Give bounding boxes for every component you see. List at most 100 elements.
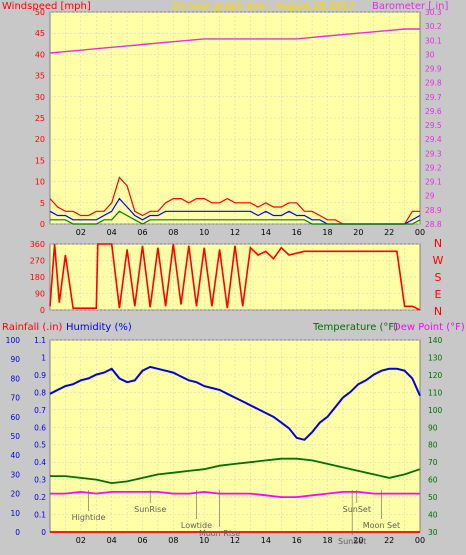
compass-label: S	[435, 271, 442, 284]
rainfall-tick-label: 0.7	[34, 406, 46, 415]
time-tick-label: 00	[415, 536, 425, 545]
time-tick-label: 10	[199, 536, 209, 545]
humidity-tick-label: 70	[10, 394, 20, 403]
humidity-tick-label: 0	[15, 528, 20, 537]
humidity-tick-label: 30	[10, 470, 20, 479]
event-marker-label: Moon Rise	[199, 529, 240, 538]
event-marker-label: SunSet	[343, 505, 371, 514]
barometer-tick-label: 29.5	[425, 121, 442, 130]
barometer-tick-label: 28.9	[425, 206, 442, 215]
dewpoint-line	[50, 490, 420, 498]
humidity-line	[49, 365, 421, 441]
barometer-tick-label: 30.1	[425, 36, 442, 45]
rainfall-tick-label: 0.9	[34, 371, 46, 380]
humidity-tick-label: 10	[10, 509, 20, 518]
wind-direction-grid	[50, 243, 420, 311]
wind-direction-series	[49, 243, 421, 311]
time-tick-label: 14	[261, 536, 271, 545]
event-marker-label: SunSet	[338, 537, 366, 546]
temperature-tick-label: 50	[428, 493, 438, 502]
barometer-tick-label: 29.9	[425, 65, 442, 74]
time-tick-label: 12	[230, 228, 240, 237]
barometer-axis-label: Barometer [.in]	[372, 1, 448, 12]
time-tick-label: 14	[261, 228, 271, 237]
temperature-tick-label: 120	[428, 371, 443, 380]
time-tick-label: 08	[168, 536, 178, 545]
temperature-tick-label: 60	[428, 476, 438, 485]
humidity-tick-label: 20	[10, 490, 20, 499]
wind-barometer-ticks: 0 5 10 15 20 25 30 35 40 45 50 28.8 28.9 29 29.1 29.2 29…	[35, 8, 442, 237]
barometer-line	[49, 28, 420, 54]
humidity-tick-label: 50	[10, 432, 20, 441]
windspeed-tick-label: 45	[35, 29, 45, 38]
temperature-line	[50, 457, 421, 485]
time-tick-label: 00	[415, 228, 425, 237]
humidity-tick-label: 60	[10, 413, 20, 422]
time-tick-label: 04	[107, 228, 117, 237]
barometer-tick-label: 29.6	[425, 107, 442, 116]
event-marker-label: Hightide	[72, 513, 106, 522]
event-marker-label: SunRise	[134, 505, 166, 514]
compass-label: N	[434, 305, 442, 318]
time-tick-label: 18	[322, 536, 332, 545]
barometer-tick-label: 29.1	[425, 178, 442, 187]
rainfall-tick-label: 0.2	[34, 493, 46, 502]
temperature-tick-label: 110	[428, 388, 443, 397]
event-marker-label: Lowtide	[181, 521, 212, 530]
dewpoint-axis-label: Dew Point (°F)	[393, 322, 465, 333]
compass-label: W	[433, 254, 444, 267]
humidity-tick-label: 80	[10, 374, 20, 383]
rainfall-tick-label: 0.6	[34, 423, 46, 432]
temperature-tick-label: 130	[428, 353, 443, 362]
time-tick-label: 18	[322, 228, 332, 237]
humidity-tick-label: 40	[10, 451, 20, 460]
climate-ticks: 010203040506070809010000.10.20.30.40.50.…	[6, 336, 443, 545]
temperature-tick-label: 90	[428, 423, 438, 432]
windspeed-tick-label: 5	[40, 199, 45, 208]
time-tick-label: 22	[384, 228, 394, 237]
windspeed-tick-label: 50	[35, 8, 45, 17]
temperature-tick-label: 70	[428, 458, 438, 467]
direction-tick-label: 0	[40, 306, 45, 315]
barometer-tick-label: 29.7	[425, 93, 442, 102]
barometer-tick-label: 30.3	[425, 8, 442, 17]
barometer-tick-label: 29.8	[425, 79, 442, 88]
time-tick-label: 12	[230, 536, 240, 545]
wind-low-line	[50, 210, 421, 225]
rainfall-tick-label: 0.8	[34, 388, 46, 397]
time-tick-label: 02	[76, 228, 86, 237]
rainfall-tick-label: 0.1	[34, 511, 46, 520]
wind-barometer-series	[49, 28, 421, 225]
barometer-tick-label: 29.2	[425, 163, 442, 172]
direction-tick-label: 270	[30, 257, 45, 266]
rainfall-axis-label: Rainfall (.in)	[2, 322, 63, 333]
windspeed-tick-label: 35	[35, 72, 45, 81]
time-tick-label: 20	[353, 228, 363, 237]
temperature-tick-label: 30	[428, 528, 438, 537]
temperature-tick-label: 100	[428, 406, 443, 415]
temperature-axis-label: Temperature (°F)	[312, 322, 398, 333]
direction-tick-label: 90	[35, 290, 45, 299]
time-tick-label: 10	[199, 228, 209, 237]
windspeed-tick-label: 0	[40, 220, 45, 229]
windspeed-axis-label: Windspeed [mph]	[2, 1, 91, 12]
time-tick-label: 06	[137, 228, 147, 237]
barometer-tick-label: 28.8	[425, 220, 442, 229]
rainfall-tick-label: 0	[41, 528, 46, 537]
time-tick-label: 08	[168, 228, 178, 237]
humidity-tick-label: 100	[6, 336, 21, 345]
barometer-tick-label: 29	[425, 192, 435, 201]
barometer-tick-label: 30	[425, 50, 435, 59]
wind-barometer-grid	[50, 11, 420, 225]
time-tick-label: 04	[107, 536, 117, 545]
barometer-tick-label: 30.2	[425, 22, 442, 31]
time-tick-label: 06	[137, 536, 147, 545]
time-tick-label: 16	[292, 228, 302, 237]
rainfall-tick-label: 0.4	[34, 458, 46, 467]
temperature-tick-label: 40	[428, 511, 438, 520]
humidity-axis-label: Humidity (%)	[66, 322, 132, 333]
rainfall-tick-label: 0.5	[34, 441, 46, 450]
windspeed-tick-label: 25	[35, 114, 45, 123]
